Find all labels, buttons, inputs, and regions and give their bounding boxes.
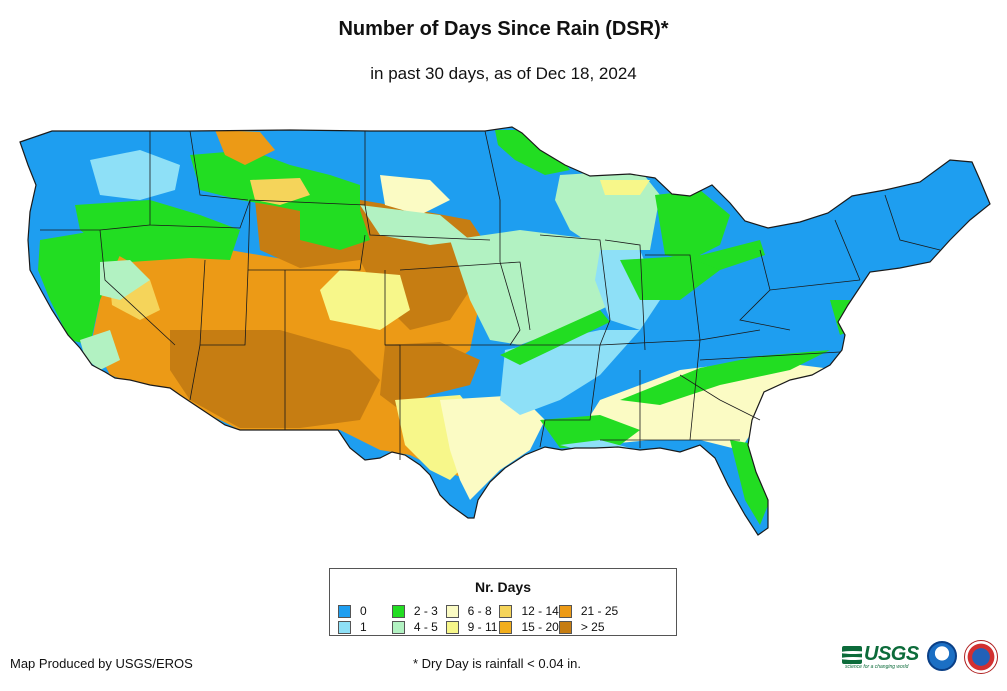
legend-grid: 0 1 2 - 3 4 - 5 6 - 8 9 - 11 12 - 14 15 - 20 21 … xyxy=(338,603,672,635)
legend-label: 0 xyxy=(360,604,367,618)
legend-item: 9 - 11 xyxy=(445,619,500,635)
legend-label: 1 xyxy=(360,620,367,634)
legend-swatch xyxy=(558,604,572,618)
legend-label: 2 - 3 xyxy=(413,604,438,618)
footnote-text: * Dry Day is rainfall < 0.04 in. xyxy=(413,656,581,671)
legend-title: Nr. Days xyxy=(474,579,532,595)
legend-swatch xyxy=(338,604,351,618)
legend-item: 6 - 8 xyxy=(445,603,500,619)
legend-label: 9 - 11 xyxy=(467,620,498,634)
legend-swatch xyxy=(499,620,513,634)
legend-item: > 25 xyxy=(558,619,618,635)
legend-item: 4 - 5 xyxy=(391,619,446,635)
legend-label: 6 - 8 xyxy=(467,604,492,618)
usgs-wave-icon xyxy=(842,645,862,664)
map-title: Number of Days Since Rain (DSR)* xyxy=(338,18,669,40)
credit-text: Map Produced by USGS/EROS xyxy=(10,656,193,671)
legend-item: 2 - 3 xyxy=(391,603,446,619)
legend-swatch xyxy=(445,604,459,618)
map-subtitle: in past 30 days, as of Dec 18, 2024 xyxy=(370,64,637,83)
legend-label: > 25 xyxy=(580,620,605,634)
legend-label: 15 - 20 xyxy=(521,620,559,634)
legend-swatch xyxy=(445,620,459,634)
map-legend: Nr. Days 0 1 2 - 3 4 - 5 6 - 8 9 - 11 12 - 14 1… xyxy=(329,568,677,636)
legend-swatch xyxy=(499,604,513,618)
legend-swatch xyxy=(338,620,351,634)
usgs-logo-text: USGS xyxy=(864,643,919,665)
usgs-logo: USGS xyxy=(842,643,919,666)
agency-logos: USGS science for a changing world xyxy=(842,640,1002,682)
legend-item: 0 xyxy=(338,603,392,619)
usgs-tagline: science for a changing world xyxy=(845,664,909,670)
legend-item: 15 - 20 xyxy=(499,619,559,635)
legend-swatch xyxy=(391,620,405,634)
legend-item: 1 xyxy=(338,619,392,635)
legend-label: 4 - 5 xyxy=(413,620,438,634)
legend-label: 12 - 14 xyxy=(521,604,559,618)
legend-item: 21 - 25 xyxy=(558,603,619,619)
legend-label: 21 - 25 xyxy=(580,604,619,618)
legend-swatch xyxy=(558,620,572,634)
noaa-logo-icon xyxy=(927,641,957,671)
legend-item: 12 - 14 xyxy=(499,603,559,619)
nws-logo-icon xyxy=(964,640,998,674)
legend-swatch xyxy=(391,604,405,618)
